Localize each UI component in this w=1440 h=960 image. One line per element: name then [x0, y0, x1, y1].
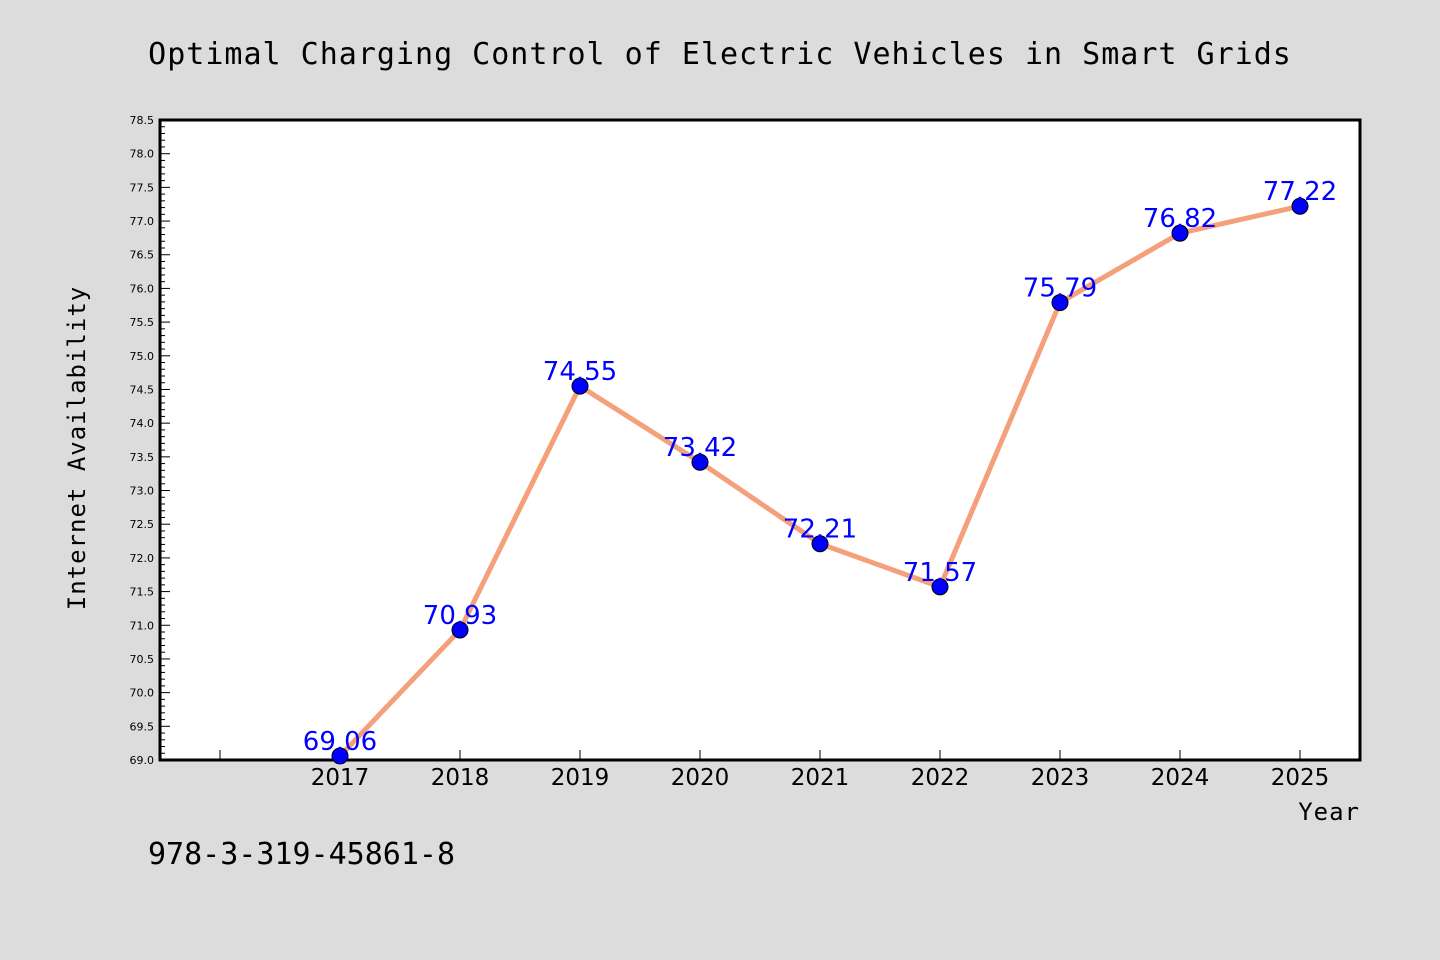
data-point: [1171, 224, 1189, 242]
x-tick-label: 2022: [911, 765, 970, 791]
y-tick-label: 76.0: [130, 282, 155, 295]
y-tick-label: 76.5: [130, 249, 155, 262]
x-axis-label: Year: [1298, 798, 1360, 826]
data-point: [931, 578, 949, 596]
y-tick-label: 77.0: [130, 215, 155, 228]
y-tick-label: 70.5: [130, 653, 155, 666]
data-label: 76.82: [1143, 204, 1217, 234]
data-points: [331, 197, 1309, 765]
data-label: 72.21: [783, 515, 857, 545]
data-point: [691, 453, 709, 471]
y-tick-label: 77.5: [130, 181, 155, 194]
data-label: 75.79: [1023, 274, 1097, 304]
y-tick-label: 75.0: [130, 350, 155, 363]
x-tick-label: 2017: [311, 765, 370, 791]
data-label: 73.42: [663, 433, 737, 463]
x-axis-ticks: 2017 2018 2019 2020 2021 2022 2023 2024 2025: [219, 750, 1330, 791]
data-label: 77.22: [1263, 177, 1337, 207]
data-labels: 69.06 70.93 74.55 73.42 72.21 71.57 75.79 76.82…: [303, 177, 1337, 757]
y-tick-label: 71.5: [130, 586, 155, 599]
y-axis-label: Internet Availability: [63, 286, 91, 610]
x-tick-label: 2025: [1271, 765, 1330, 791]
y-tick-label: 74.0: [130, 417, 155, 430]
y-tick-label: 75.5: [130, 316, 155, 329]
data-point: [451, 621, 469, 639]
x-tick-label: 2021: [791, 765, 850, 791]
chart-title: Optimal Charging Control of Electric Veh…: [148, 37, 1292, 72]
y-tick-label: 73.0: [130, 485, 155, 498]
data-point: [1291, 197, 1309, 215]
footer-isbn: 978-3-319-45861-8: [148, 837, 455, 872]
data-label: 74.55: [543, 357, 617, 387]
y-tick-label: 72.5: [130, 518, 155, 531]
x-tick-label: 2023: [1031, 765, 1090, 791]
data-point: [331, 747, 349, 765]
y-axis-ticks: 69.0 69.5 70.0 70.5 71.0 71.5 72.0 72.5 73.0 73.5…: [130, 114, 170, 767]
x-tick-label: 2018: [431, 765, 490, 791]
y-tick-label: 78.5: [130, 114, 155, 127]
y-tick-label: 71.0: [130, 619, 155, 632]
data-point: [571, 377, 589, 395]
y-tick-label: 69.0: [130, 754, 155, 767]
data-label: 70.93: [423, 601, 497, 631]
y-tick-label: 78.0: [130, 148, 155, 161]
data-point: [811, 535, 829, 553]
data-label: 71.57: [903, 558, 977, 588]
x-tick-label: 2020: [671, 765, 730, 791]
plot-area: [158, 118, 1362, 762]
y-tick-label: 72.0: [130, 552, 155, 565]
y-tick-label: 74.5: [130, 383, 155, 396]
y-tick-label: 70.0: [130, 687, 155, 700]
y-tick-label: 73.5: [130, 451, 155, 464]
data-label: 69.06: [303, 727, 377, 757]
y-tick-label: 69.5: [130, 720, 155, 733]
x-tick-label: 2024: [1151, 765, 1210, 791]
x-tick-label: 2019: [551, 765, 610, 791]
data-point: [1051, 294, 1069, 312]
